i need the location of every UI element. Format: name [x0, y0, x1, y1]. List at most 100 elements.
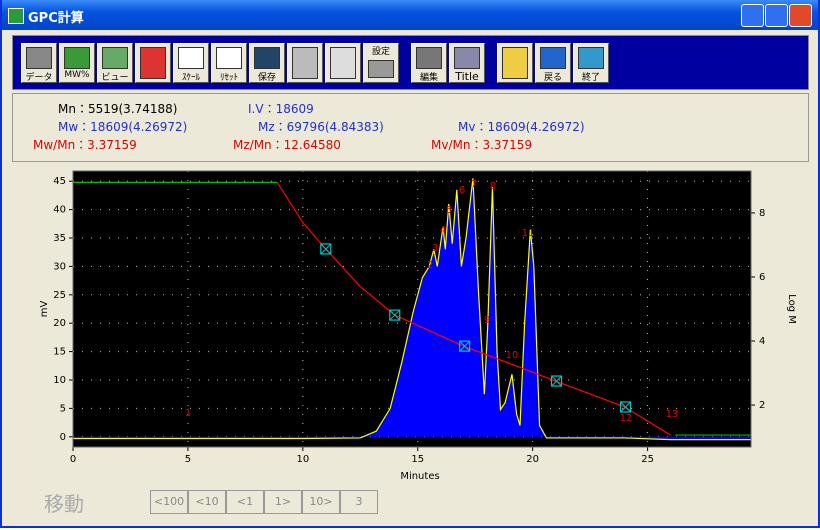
x-tick-label: 25	[641, 454, 654, 465]
chart: Minutes mV Log M 0 5 10 15 20 250510152025303…	[39, 170, 797, 482]
nav-button[interactable]: <10	[188, 490, 226, 514]
line	[277, 182, 671, 436]
x-axis-label: Minutes	[400, 471, 439, 482]
toolbar-button[interactable]: データ	[21, 43, 57, 83]
y2-tick-label: 6	[759, 272, 765, 283]
line	[73, 181, 751, 436]
nav-button[interactable]: 10>	[302, 490, 340, 514]
toolbar-button[interactable]	[497, 43, 533, 83]
y2-tick-label: 2	[759, 400, 765, 411]
button-label: ビュー	[101, 73, 129, 83]
toolbar-button[interactable]	[135, 43, 171, 83]
x-tick-label: 15	[411, 454, 424, 465]
stat: Mz：69796(4.84383)	[258, 120, 384, 134]
peak-label: 1	[185, 408, 191, 419]
toolbar-button[interactable]: ｽｹｰﾙ	[173, 43, 209, 83]
button-label: 編集	[419, 73, 438, 83]
toolbar-button[interactable]: 保存	[249, 43, 285, 83]
nav-title: 移動	[44, 492, 84, 516]
nav-button[interactable]: 3	[340, 490, 378, 514]
button-label: 戻る	[543, 73, 562, 83]
y-tick-label: 45	[53, 176, 66, 187]
point-cross	[320, 243, 332, 255]
peak-label: 11	[522, 228, 535, 239]
peak-label: 12	[620, 413, 633, 424]
y-tick-label: 5	[60, 403, 66, 414]
nav-button[interactable]: <100	[150, 490, 188, 514]
toolbar-button[interactable]: 設定	[363, 43, 399, 83]
y-tick-label: 0	[60, 432, 66, 443]
peak-label: 8	[490, 181, 496, 192]
y-tick-label: 20	[53, 318, 66, 329]
plot-frame	[72, 170, 752, 448]
peak-label: 3	[432, 243, 438, 254]
point-cross	[620, 401, 631, 413]
y-tick-label: 30	[53, 261, 66, 272]
toolbar-button[interactable]: 戻る	[535, 43, 571, 83]
y-tick-label: 15	[53, 347, 66, 358]
y-tick-label: 35	[53, 233, 66, 244]
peak-label: 13	[666, 409, 679, 420]
minimize-button[interactable]	[741, 4, 764, 27]
y2-tick-label: 4	[759, 336, 765, 347]
peak-label: 2	[427, 260, 433, 271]
x-tick-label: 5	[185, 454, 191, 465]
toolbar-button[interactable]	[325, 43, 361, 83]
peak-label: 4	[440, 225, 446, 236]
point	[389, 309, 401, 321]
stat: Mn：5519(3.74188)	[58, 102, 178, 116]
y-tick-label: 25	[53, 290, 66, 301]
toolbar-button[interactable]: ﾘｾｯﾄ	[211, 43, 247, 83]
button-label: Title	[455, 70, 479, 83]
button-label: データ	[25, 73, 53, 83]
app-icon	[8, 8, 24, 24]
toolbar-button[interactable]: 終了	[573, 43, 609, 83]
nav-button[interactable]: 1>	[264, 490, 302, 514]
x-tick-label: 10	[296, 454, 309, 465]
toolbar-button[interactable]: 編集	[411, 43, 447, 83]
nav-bar: 移動 <100 <10 <1 1> 10> 3	[12, 486, 807, 518]
button-label: 設定	[371, 47, 390, 57]
toolbar-button[interactable]: MW%	[59, 43, 95, 83]
stats-panel: Mn：5519(3.74188) I.V：18609 Mw：18609(4.26…	[12, 93, 809, 162]
button-label: ｽｹｰﾙ	[181, 73, 200, 83]
y2-axis-label: Log M	[786, 294, 797, 324]
peak-label: 7	[471, 179, 477, 190]
x-tick-label: 0	[70, 454, 76, 465]
button-label: MW%	[64, 70, 90, 80]
point	[619, 401, 632, 413]
peak-label: 6	[459, 185, 465, 196]
y2-tick-label: 8	[759, 208, 765, 219]
point	[550, 375, 563, 387]
chart-panel: Minutes mV Log M 0 5 10 15 20 25 0 5 10 15 20 25 30 3…	[14, 165, 808, 483]
stat: Mz/Mn：12.64580	[233, 138, 341, 152]
stat: Mw：18609(4.26972)	[58, 120, 188, 134]
maximize-button[interactable]	[765, 4, 788, 27]
peak-label: 9	[484, 315, 490, 326]
point-cross	[459, 340, 470, 352]
stat: I.V：18609	[248, 102, 314, 116]
toolbar-button[interactable]: Title	[449, 43, 485, 83]
stat: Mv：18609(4.26972)	[458, 120, 585, 134]
point	[459, 340, 471, 352]
y-axis-label: mV	[39, 301, 50, 318]
window-title: GPC計算	[28, 11, 84, 26]
toolbar-button[interactable]: ビュー	[97, 43, 133, 83]
button-label: 保存	[257, 73, 276, 83]
button-label: ﾘｾｯﾄ	[219, 73, 238, 83]
nav-button[interactable]: <1	[226, 490, 264, 514]
y-tick-label: 40	[53, 205, 66, 216]
peak-label: 5	[446, 205, 452, 216]
toolbar: データ MW% ビュー ｽｹｰﾙ ﾘｾｯﾄ 保存 設定 編集 Title 戻る …	[12, 35, 809, 90]
title-bar: GPC計算	[2, 0, 818, 30]
point-cross	[389, 309, 401, 321]
x-tick-label: 20	[526, 454, 539, 465]
y-tick-label: 10	[53, 375, 66, 386]
stat: Mv/Mn：3.37159	[431, 138, 533, 152]
button-label: 終了	[581, 73, 600, 83]
toolbar-button[interactable]	[287, 43, 323, 83]
close-button[interactable]	[789, 4, 812, 27]
point-cross	[551, 375, 562, 387]
stat: Mw/Mn：3.37159	[33, 138, 137, 152]
